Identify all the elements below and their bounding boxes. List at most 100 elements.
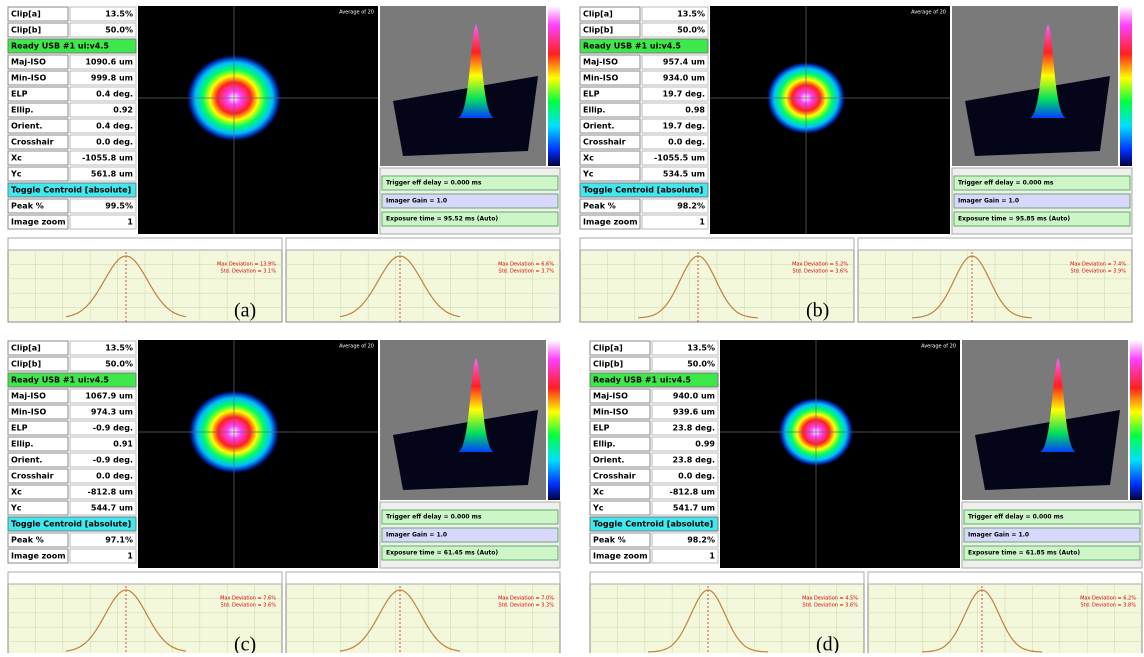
param-value-cell <box>642 215 708 229</box>
max-deviation: Max Deviation = 7.0% <box>498 596 554 602</box>
param-name: Clip[b] <box>593 360 623 369</box>
param-name: ELP <box>11 90 28 99</box>
param-value: 13.5% <box>687 344 715 353</box>
param-value: 23.8 deg. <box>673 456 715 465</box>
param-name: Yc <box>592 504 604 513</box>
setting-text: Trigger eff delay = 0.000 ms <box>968 514 1064 521</box>
param-value: -812.8 um <box>670 488 715 497</box>
setting-text: Imager Gain = 1.0 <box>386 532 447 539</box>
param-value: 50.0% <box>687 360 715 369</box>
setting-text: Exposure time = 95.52 ms (Auto) <box>386 216 498 223</box>
param-value: 50.0% <box>105 360 133 369</box>
param-name: Image zoom <box>583 218 638 227</box>
max-deviation: Max Deviation = 7.4% <box>1070 262 1126 268</box>
average-label: Average of 20 <box>921 344 956 350</box>
param-name: Image zoom <box>11 552 66 561</box>
param-value: 1090.6 um <box>85 58 133 67</box>
profile-header <box>868 572 1142 584</box>
param-value: 534.5 um <box>663 170 705 179</box>
param-value: 999.8 um <box>91 74 133 83</box>
profile-header <box>8 238 282 250</box>
param-name: Peak % <box>583 202 616 211</box>
panel-label: (c) <box>234 634 256 653</box>
setting-text: Trigger eff delay = 0.000 ms <box>958 180 1054 187</box>
param-value: -0.9 deg. <box>93 456 133 465</box>
param-value: 561.8 um <box>91 170 133 179</box>
param-value: 939.6 um <box>673 408 715 417</box>
param-name: Clip[a] <box>593 344 623 353</box>
param-value: 0.0 deg. <box>678 472 715 481</box>
average-label: Average of 20 <box>339 344 374 350</box>
param-value: 23.8 deg. <box>673 424 715 433</box>
param-name: Yc <box>10 504 22 513</box>
param-name: Ellip. <box>593 440 615 449</box>
param-value: 98.2% <box>687 536 715 545</box>
param-name: Min-ISO <box>583 74 618 83</box>
max-deviation: Max Deviation = 7.6% <box>220 596 276 602</box>
param-value: 98.2% <box>677 202 705 211</box>
color-bar <box>548 6 560 166</box>
profile-header <box>8 572 282 584</box>
param-value: 0.4 deg. <box>96 90 133 99</box>
panel-label: (d) <box>816 634 839 653</box>
param-value: 50.0% <box>105 26 133 35</box>
max-deviation: Max Deviation = 5.2% <box>792 262 848 268</box>
profile-header <box>858 238 1132 250</box>
param-name: Crosshair <box>11 472 54 481</box>
param-name: Xc <box>11 488 22 497</box>
param-name: Xc <box>583 154 594 163</box>
param-value: 1 <box>709 552 715 561</box>
profile-header <box>580 238 854 250</box>
max-deviation: Max Deviation = 6.2% <box>1080 596 1136 602</box>
param-name: Ellip. <box>583 106 605 115</box>
status: Ready USB #1 ui:v4.5 <box>583 42 681 51</box>
profiler-panel: Clip[a]13.5%Clip[b]50.0%Ready USB #1 ui:… <box>8 340 560 653</box>
param-value: 1 <box>699 218 705 227</box>
std-deviation: Std. Deviation = 3.8% <box>1081 603 1137 609</box>
param-name: Orient. <box>583 122 614 131</box>
param-name: Image zoom <box>11 218 66 227</box>
max-deviation: Max Deviation = 6.6% <box>498 262 554 268</box>
param-value: -1055.5 um <box>654 154 705 163</box>
param-value: 50.0% <box>677 26 705 35</box>
param-name: ELP <box>11 424 28 433</box>
param-name: Clip[a] <box>583 10 613 19</box>
param-value: 13.5% <box>105 10 133 19</box>
setting-text: Imager Gain = 1.0 <box>968 532 1029 539</box>
param-value: 99.5% <box>105 202 133 211</box>
param-name: Min-ISO <box>593 408 628 417</box>
color-bar <box>1120 6 1132 166</box>
param-value: 0.0 deg. <box>96 138 133 147</box>
toggle-centroid: Toggle Centroid [absolute] <box>11 520 131 529</box>
param-name: Xc <box>11 154 22 163</box>
max-deviation: Max Deviation = 4.5% <box>802 596 858 602</box>
setting-text: Imager Gain = 1.0 <box>386 198 447 205</box>
param-value: 1 <box>127 552 133 561</box>
std-deviation: Std. Deviation = 3.1% <box>221 269 277 275</box>
param-name: Clip[b] <box>11 26 41 35</box>
profiler-panel: Clip[a]13.5%Clip[b]50.0%Ready USB #1 ui:… <box>590 340 1142 653</box>
std-deviation: Std. Deviation = 3.6% <box>793 269 849 275</box>
std-deviation: Std. Deviation = 3.6% <box>221 603 277 609</box>
param-name: ELP <box>593 424 610 433</box>
screenshot: Clip[a] 13.5% Clip[b] 50.0% Ready USB #1 ui:… <box>0 0 1144 653</box>
param-value: 0.92 <box>113 106 133 115</box>
param-name: Orient. <box>11 122 42 131</box>
average-label: Average of 20 <box>339 10 374 16</box>
param-name: Ellip. <box>11 440 33 449</box>
param-value-cell <box>652 549 718 563</box>
param-name: Yc <box>582 170 594 179</box>
param-value: 541.7 um <box>673 504 715 513</box>
param-value: 13.5% <box>105 344 133 353</box>
param-name: Peak % <box>11 536 44 545</box>
param-name: Xc <box>593 488 604 497</box>
std-deviation: Std. Deviation = 3.9% <box>1071 269 1127 275</box>
color-bar <box>1130 340 1142 500</box>
param-value: 957.4 um <box>663 58 705 67</box>
param-value: 19.7 deg. <box>663 122 705 131</box>
param-name: Clip[b] <box>583 26 613 35</box>
toggle-centroid: Toggle Centroid [absolute] <box>593 520 713 529</box>
std-deviation: Std. Deviation = 3.7% <box>499 269 555 275</box>
param-name: Min-ISO <box>11 408 46 417</box>
param-value: 19.7 deg. <box>663 90 705 99</box>
